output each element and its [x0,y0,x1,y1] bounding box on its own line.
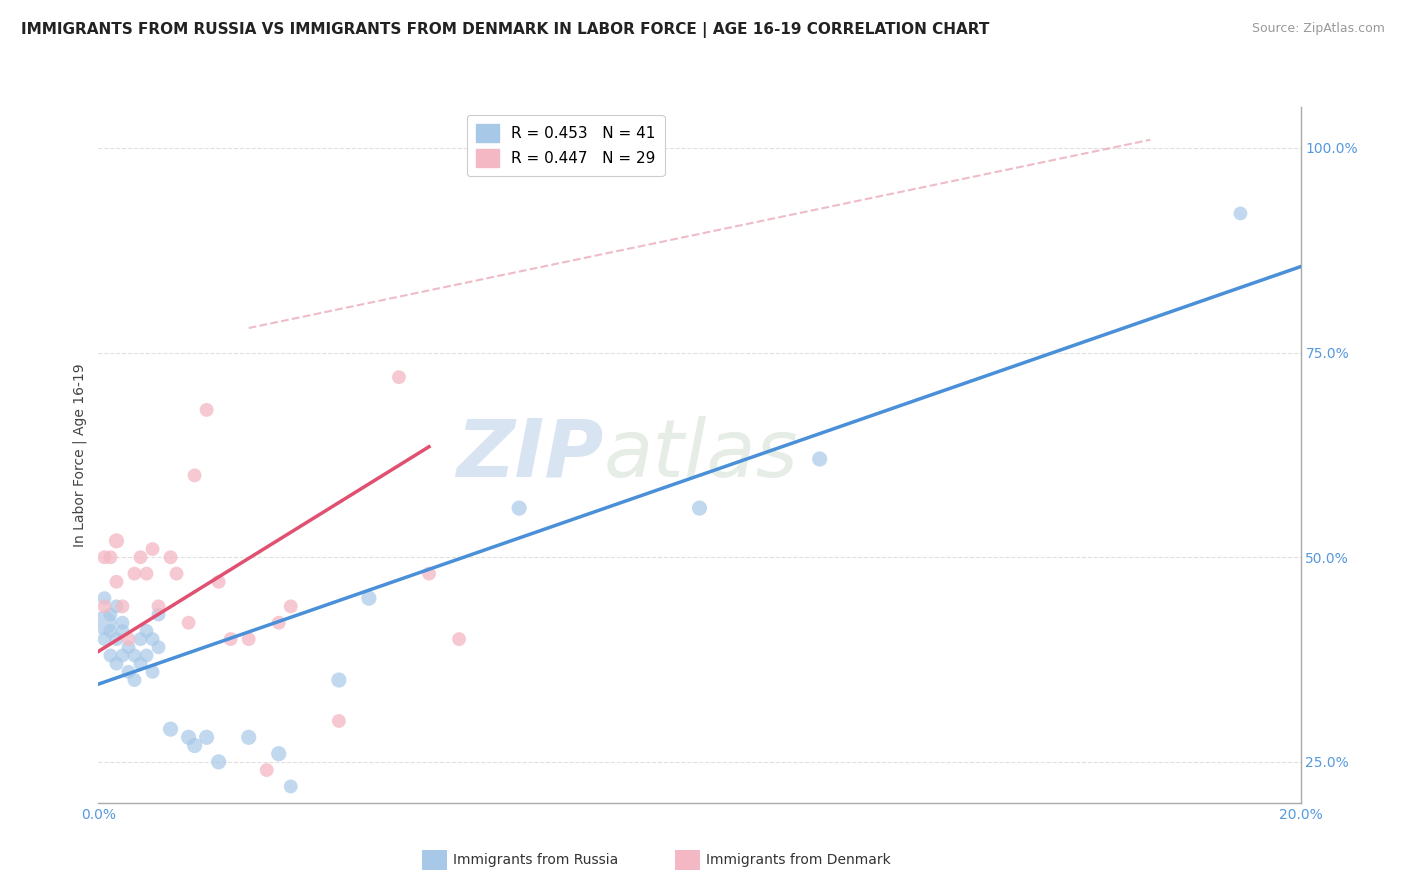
Point [105,533,128,548]
Point [357,821,380,835]
Point [808,452,831,467]
Point [117,665,139,679]
Point [105,657,128,671]
Point [219,632,242,646]
Point [100,607,122,622]
Text: Immigrants from Russia: Immigrants from Russia [453,853,619,867]
Point [148,599,170,614]
Point [105,599,128,614]
Point [124,673,146,687]
Point [328,673,350,687]
Point [105,574,128,589]
Point [256,763,278,777]
Point [93,599,115,614]
Point [93,591,115,606]
Text: IMMIGRANTS FROM RUSSIA VS IMMIGRANTS FROM DENMARK IN LABOR FORCE | AGE 16-19 COR: IMMIGRANTS FROM RUSSIA VS IMMIGRANTS FRO… [21,22,990,38]
Point [1229,206,1251,220]
Point [418,566,440,581]
Point [280,780,302,794]
Point [177,615,200,630]
Point [388,370,411,384]
Point [141,542,163,557]
Point [166,566,188,581]
Point [177,731,200,745]
Point [124,648,146,663]
Point [129,657,152,671]
Point [238,731,260,745]
Point [129,632,152,646]
Point [238,632,260,646]
Y-axis label: In Labor Force | Age 16-19: In Labor Force | Age 16-19 [73,363,87,547]
Legend: R = 0.453   N = 41, R = 0.447   N = 29: R = 0.453 N = 41, R = 0.447 N = 29 [467,115,665,177]
Point [93,632,115,646]
Text: atlas: atlas [603,416,799,494]
Point [135,624,157,638]
Point [280,599,302,614]
Point [508,501,530,516]
Point [135,566,157,581]
Point [208,755,231,769]
Point [100,624,122,638]
Point [129,550,152,565]
Point [117,640,139,655]
Point [111,599,134,614]
Point [148,607,170,622]
Point [195,403,218,417]
Point [111,624,134,638]
Point [267,747,290,761]
Point [100,648,122,663]
Point [111,615,134,630]
Point [183,739,205,753]
Point [93,615,115,630]
Point [159,550,181,565]
Point [195,731,218,745]
Point [267,615,290,630]
Point [357,591,380,606]
Point [105,632,128,646]
Point [418,837,440,851]
Point [328,714,350,728]
Point [159,722,181,736]
Point [688,501,710,516]
Point [141,665,163,679]
Point [447,632,470,646]
Point [183,468,205,483]
Point [148,640,170,655]
Point [117,632,139,646]
Point [100,550,122,565]
Point [135,648,157,663]
Text: Immigrants from Denmark: Immigrants from Denmark [706,853,890,867]
Point [93,550,115,565]
Text: Source: ZipAtlas.com: Source: ZipAtlas.com [1251,22,1385,36]
Point [208,574,231,589]
Point [141,632,163,646]
Point [124,566,146,581]
Text: ZIP: ZIP [456,416,603,494]
Point [111,648,134,663]
